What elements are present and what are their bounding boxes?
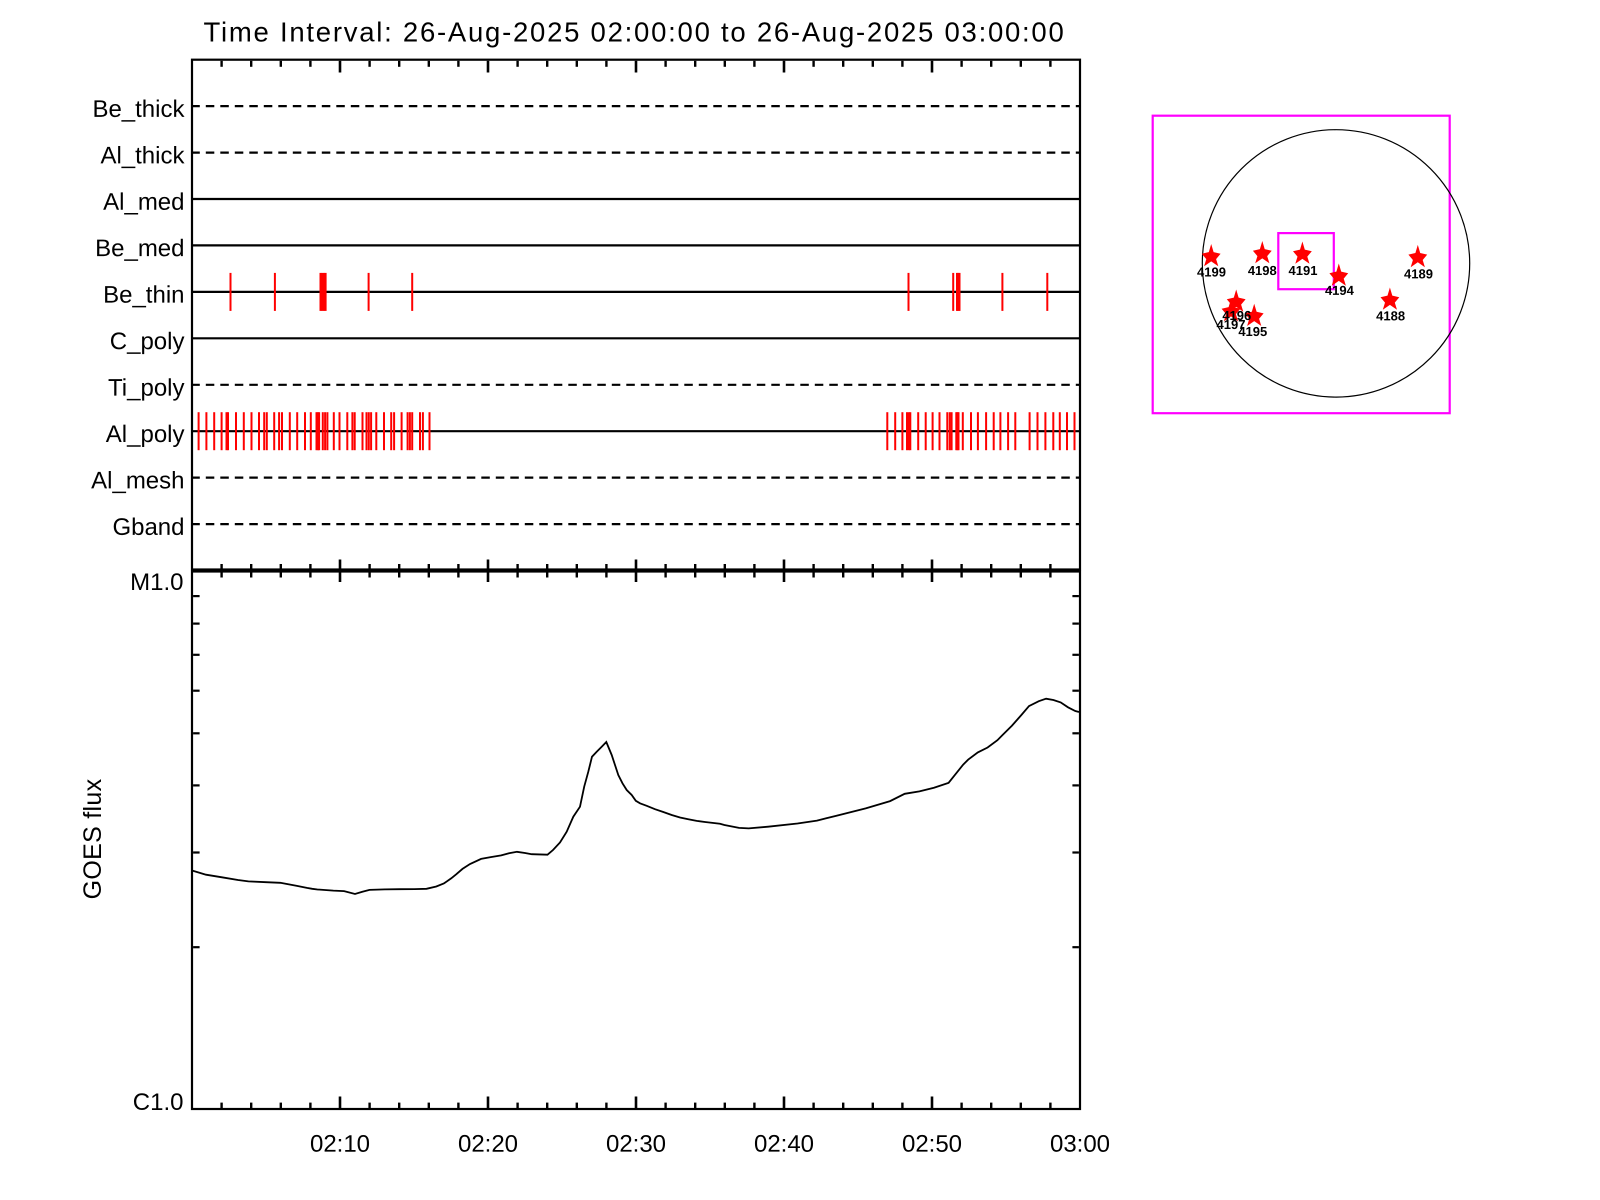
svg-text:Gband: Gband [112,514,184,541]
svg-text:4196: 4196 [1222,308,1251,323]
svg-text:Time Interval: 26-Aug-2025 02:: Time Interval: 26-Aug-2025 02:00:00 to 2… [203,17,1065,48]
svg-text:02:20: 02:20 [458,1131,518,1158]
svg-text:02:50: 02:50 [902,1131,962,1158]
svg-text:02:10: 02:10 [310,1131,370,1158]
svg-text:Al_poly: Al_poly [106,421,185,448]
svg-text:4194: 4194 [1325,283,1355,298]
svg-text:4191: 4191 [1289,263,1318,278]
svg-text:Be_thin: Be_thin [103,282,184,309]
svg-text:GOES flux: GOES flux [79,778,107,899]
svg-text:4199: 4199 [1197,264,1226,279]
svg-text:03:00: 03:00 [1050,1131,1110,1158]
svg-text:Al_mesh: Al_mesh [91,467,184,494]
svg-text:4195: 4195 [1238,324,1267,339]
svg-text:02:30: 02:30 [606,1131,666,1158]
svg-text:02:40: 02:40 [754,1131,814,1158]
svg-text:4189: 4189 [1404,266,1433,281]
svg-text:Be_thick: Be_thick [92,96,185,123]
svg-text:Be_med: Be_med [95,235,184,262]
svg-text:Al_thick: Al_thick [100,142,185,169]
svg-text:Al_med: Al_med [103,189,184,216]
svg-text:Ti_poly: Ti_poly [108,375,184,402]
svg-text:4188: 4188 [1376,308,1405,323]
svg-text:M1.0: M1.0 [130,569,183,596]
svg-text:C_poly: C_poly [110,328,185,355]
svg-text:4197: 4197 [1217,317,1246,332]
svg-text:C1.0: C1.0 [133,1089,184,1116]
svg-text:4198: 4198 [1248,263,1277,278]
